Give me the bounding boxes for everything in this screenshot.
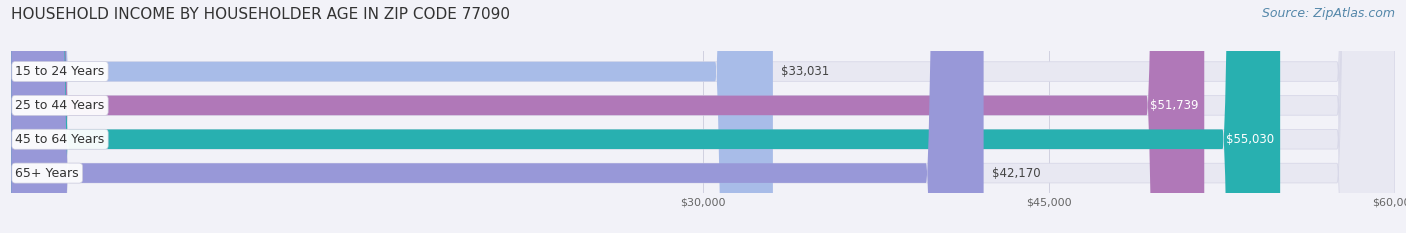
FancyBboxPatch shape <box>11 0 1395 233</box>
FancyBboxPatch shape <box>11 0 773 233</box>
Text: 45 to 64 Years: 45 to 64 Years <box>15 133 104 146</box>
Text: Source: ZipAtlas.com: Source: ZipAtlas.com <box>1261 7 1395 20</box>
Text: $55,030: $55,030 <box>1226 133 1275 146</box>
FancyBboxPatch shape <box>11 0 1205 233</box>
Text: $33,031: $33,031 <box>782 65 830 78</box>
Text: 65+ Years: 65+ Years <box>15 167 79 180</box>
Text: $51,739: $51,739 <box>1150 99 1199 112</box>
Text: $42,170: $42,170 <box>991 167 1040 180</box>
FancyBboxPatch shape <box>11 0 984 233</box>
FancyBboxPatch shape <box>11 0 1395 233</box>
FancyBboxPatch shape <box>11 0 1395 233</box>
FancyBboxPatch shape <box>11 0 1279 233</box>
FancyBboxPatch shape <box>11 0 1395 233</box>
Text: HOUSEHOLD INCOME BY HOUSEHOLDER AGE IN ZIP CODE 77090: HOUSEHOLD INCOME BY HOUSEHOLDER AGE IN Z… <box>11 7 510 22</box>
Text: 25 to 44 Years: 25 to 44 Years <box>15 99 104 112</box>
Text: 15 to 24 Years: 15 to 24 Years <box>15 65 104 78</box>
